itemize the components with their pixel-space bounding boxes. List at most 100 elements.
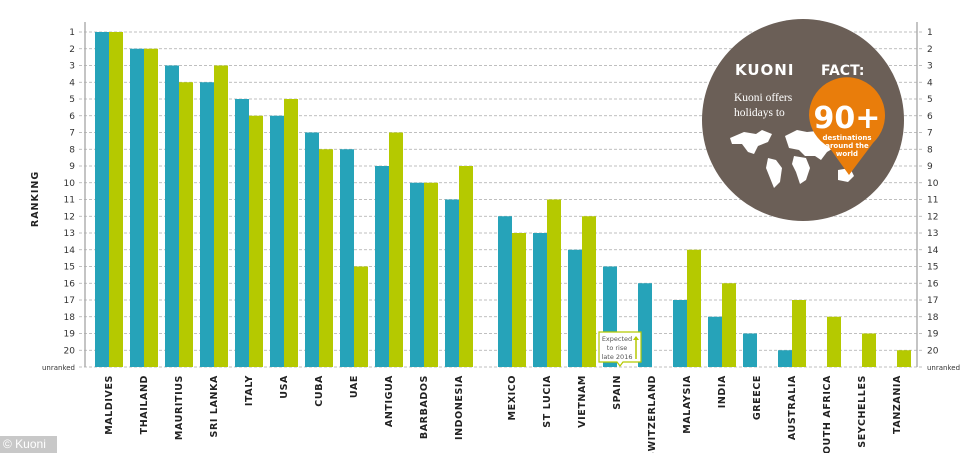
category-label: INDONESIA xyxy=(454,375,465,440)
y-tick-label-right: 12 xyxy=(927,212,938,222)
y-tick-label-left: 9 xyxy=(69,162,75,172)
category-label: ST LUCIA xyxy=(542,375,553,428)
bar-india-s2 xyxy=(722,283,736,367)
bar-mauritius-s2 xyxy=(179,82,193,367)
y-axis-label: RANKING xyxy=(30,171,41,227)
y-tick-label-left: 14 xyxy=(64,246,76,256)
bar-cuba-s1 xyxy=(305,132,319,367)
bar-indonesia-s2 xyxy=(459,166,473,367)
orange-pin xyxy=(809,77,885,175)
category-label: UAE xyxy=(349,375,360,398)
y-tick-label-left: 4 xyxy=(69,78,75,88)
bar-vietnam-s2 xyxy=(582,216,596,367)
y-tick-label-right: 11 xyxy=(927,196,938,206)
category-label: SOUTH AFRICA xyxy=(822,375,833,453)
bar-uae-s2 xyxy=(354,266,368,367)
category-label: MAURITIUS xyxy=(174,375,185,440)
y-tick-label-right: 10 xyxy=(927,179,939,189)
y-tick-label-left: 18 xyxy=(64,313,76,323)
category-label: BARBADOS xyxy=(419,375,430,439)
bar-mexico-s2 xyxy=(512,233,526,367)
y-tick-label-right: 19 xyxy=(927,330,939,340)
badge-sub3: world xyxy=(836,150,858,158)
y-tick-label-left: 19 xyxy=(64,330,76,340)
category-label: CUBA xyxy=(314,375,325,407)
y-tick-label-left: 7 xyxy=(69,129,75,139)
bar-usa-s2 xyxy=(284,99,298,367)
bar-australia-s1 xyxy=(778,350,792,367)
category-label: ANTIGUA xyxy=(384,375,395,427)
bar-st-lucia-s2 xyxy=(547,199,561,367)
y-tick-label-left: 12 xyxy=(64,212,75,222)
y-tick-label-right: 9 xyxy=(927,162,933,172)
y-tick-label-right: 13 xyxy=(927,229,938,239)
bar-malaysia-s2 xyxy=(687,249,701,367)
y-tick-label-right: 20 xyxy=(927,346,939,356)
bar-cuba-s2 xyxy=(319,149,333,367)
category-label: AUSTRALIA xyxy=(787,375,798,440)
annotation-text: Expected xyxy=(602,335,632,343)
y-tick-label-left: 1 xyxy=(69,28,75,38)
y-tick-label-left: 2 xyxy=(69,45,75,55)
bar-seychelles-s2 xyxy=(862,333,876,367)
bar-antigua-s1 xyxy=(375,166,389,367)
bar-mexico-s1 xyxy=(498,216,512,367)
category-label: SWITZERLAND xyxy=(647,375,658,453)
badge-sub1: destinations xyxy=(822,134,871,142)
copyright-watermark: © Kuoni xyxy=(0,436,57,453)
category-labels: MALDIVES THAILAND MAURITIUS SRI LANKA ITALY U… xyxy=(104,375,903,453)
y-tick-label-right: 15 xyxy=(927,263,938,273)
y-tick-label-right: 2 xyxy=(927,45,933,55)
y-tick-label-right: 14 xyxy=(927,246,939,256)
category-label: TANZANIA xyxy=(892,375,903,434)
category-label: ITALY xyxy=(244,375,255,406)
category-label: GREECE xyxy=(752,375,763,420)
kuoni-fact-badge: KUONI FACT: Kuoni offers holidays to 90+… xyxy=(702,19,904,221)
category-label: MEXICO xyxy=(507,375,518,420)
y-tick-label-right: 6 xyxy=(927,112,933,122)
y-tick-label-left: 13 xyxy=(64,229,75,239)
badge-brand: KUONI xyxy=(735,61,794,79)
y-tick-label-left: 3 xyxy=(69,62,75,72)
bar-mauritius-s1 xyxy=(165,65,179,367)
badge-number: 90+ xyxy=(814,101,881,136)
bar-usa-s1 xyxy=(270,115,284,367)
y-tick-label-right: 18 xyxy=(927,313,939,323)
category-label: USA xyxy=(279,375,290,399)
y-tick-label-right: 4 xyxy=(927,78,933,88)
y-tick-label-left: 10 xyxy=(64,179,76,189)
annotation-text: to rise xyxy=(607,344,627,352)
bar-st-lucia-s1 xyxy=(533,233,547,367)
bar-thailand-s2 xyxy=(144,48,158,367)
annotation-text: late 2016 xyxy=(602,353,633,361)
y-tick-label-left: 5 xyxy=(69,95,75,105)
y-tick-label-right: 7 xyxy=(927,129,933,139)
bar-italy-s1 xyxy=(235,99,249,367)
y-tick-label-left: 11 xyxy=(64,196,75,206)
bar-vietnam-s1 xyxy=(568,249,582,367)
bar-greece-s1 xyxy=(743,333,757,367)
y-tick-label-right: 8 xyxy=(927,145,933,155)
category-label: SPAIN xyxy=(612,375,623,410)
bar-sri-lanka-s2 xyxy=(214,65,228,367)
y-tick-label-right: 5 xyxy=(927,95,933,105)
category-label: VIETNAM xyxy=(577,375,588,428)
bar-thailand-s1 xyxy=(130,48,144,367)
y-tick-label-left: 17 xyxy=(64,296,75,306)
y-tick-label-left: unranked xyxy=(42,364,75,372)
badge-circle xyxy=(702,19,904,221)
bar-uae-s1 xyxy=(340,149,354,367)
category-label: SEYCHELLES xyxy=(857,375,868,448)
badge-line1: Kuoni offers xyxy=(734,92,793,104)
bar-south-africa-s2 xyxy=(827,316,841,367)
y-tick-label-left: 6 xyxy=(69,112,75,122)
bar-italy-s2 xyxy=(249,115,263,367)
badge-sub2: around the xyxy=(825,142,869,150)
bar-indonesia-s1 xyxy=(445,199,459,367)
arrow-up-icon-head xyxy=(633,336,639,340)
bar-india-s1 xyxy=(708,316,722,367)
annotation-callout xyxy=(598,331,642,367)
